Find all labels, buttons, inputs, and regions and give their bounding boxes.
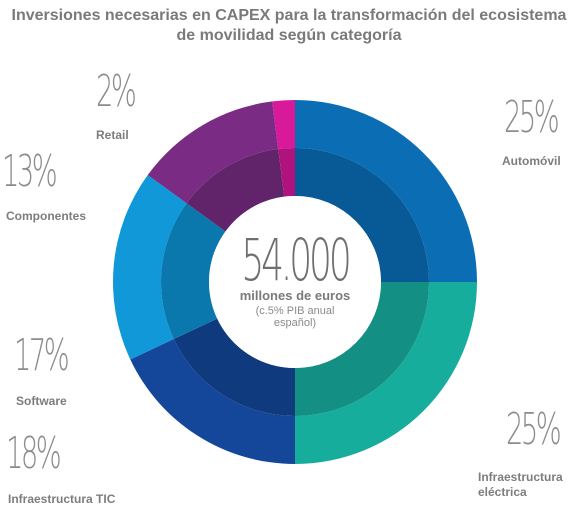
category-label-retail: Retail: [96, 128, 129, 142]
inner-ring: [160, 148, 429, 416]
slice-inner-infraestructura-electrica: [295, 282, 429, 416]
slice-inner-infraestructura-tic: [173, 318, 295, 416]
pct-label-retail: 2%: [96, 66, 137, 117]
category-label-software: Software: [16, 394, 67, 408]
center-unit: millones de euros: [239, 288, 351, 303]
pct-label-software: 17%: [14, 330, 70, 381]
pct-label-infraestructura-electrica: 25%: [506, 404, 562, 455]
slice-outer-retail: [272, 100, 295, 150]
slice-outer-infraestructura-tic: [130, 339, 295, 464]
center-hole: [209, 196, 381, 368]
slice-outer-componentes: [147, 101, 279, 204]
chart-title: Inversiones necesarias en CAPEX para la …: [11, 7, 567, 44]
slice-inner-retail: [278, 148, 295, 197]
category-label-componentes: Componentes: [6, 209, 87, 223]
slice-inner-automovil: [295, 148, 429, 282]
category-label-infraestructura-electrica: Infraestructura eléctrica: [478, 470, 563, 499]
slice-inner-componentes: [186, 149, 285, 232]
pct-label-infraestructura-tic: 18%: [6, 428, 62, 479]
outer-ring: [113, 100, 477, 464]
center-note: (c.5% PIB anual español): [255, 305, 335, 329]
slice-outer-automovil: [295, 100, 477, 282]
category-label-infraestructura-tic: Infraestructura TIC: [8, 492, 116, 506]
pct-label-componentes: 13%: [2, 146, 58, 197]
category-label-automovil: Automóvil: [502, 154, 561, 168]
slice-outer-infraestructura-electrica: [295, 282, 477, 464]
pct-label-automovil: 25%: [504, 92, 560, 143]
center-total: 54.000: [241, 226, 351, 294]
slice-inner-software: [160, 203, 226, 340]
slice-outer-software: [113, 175, 187, 360]
